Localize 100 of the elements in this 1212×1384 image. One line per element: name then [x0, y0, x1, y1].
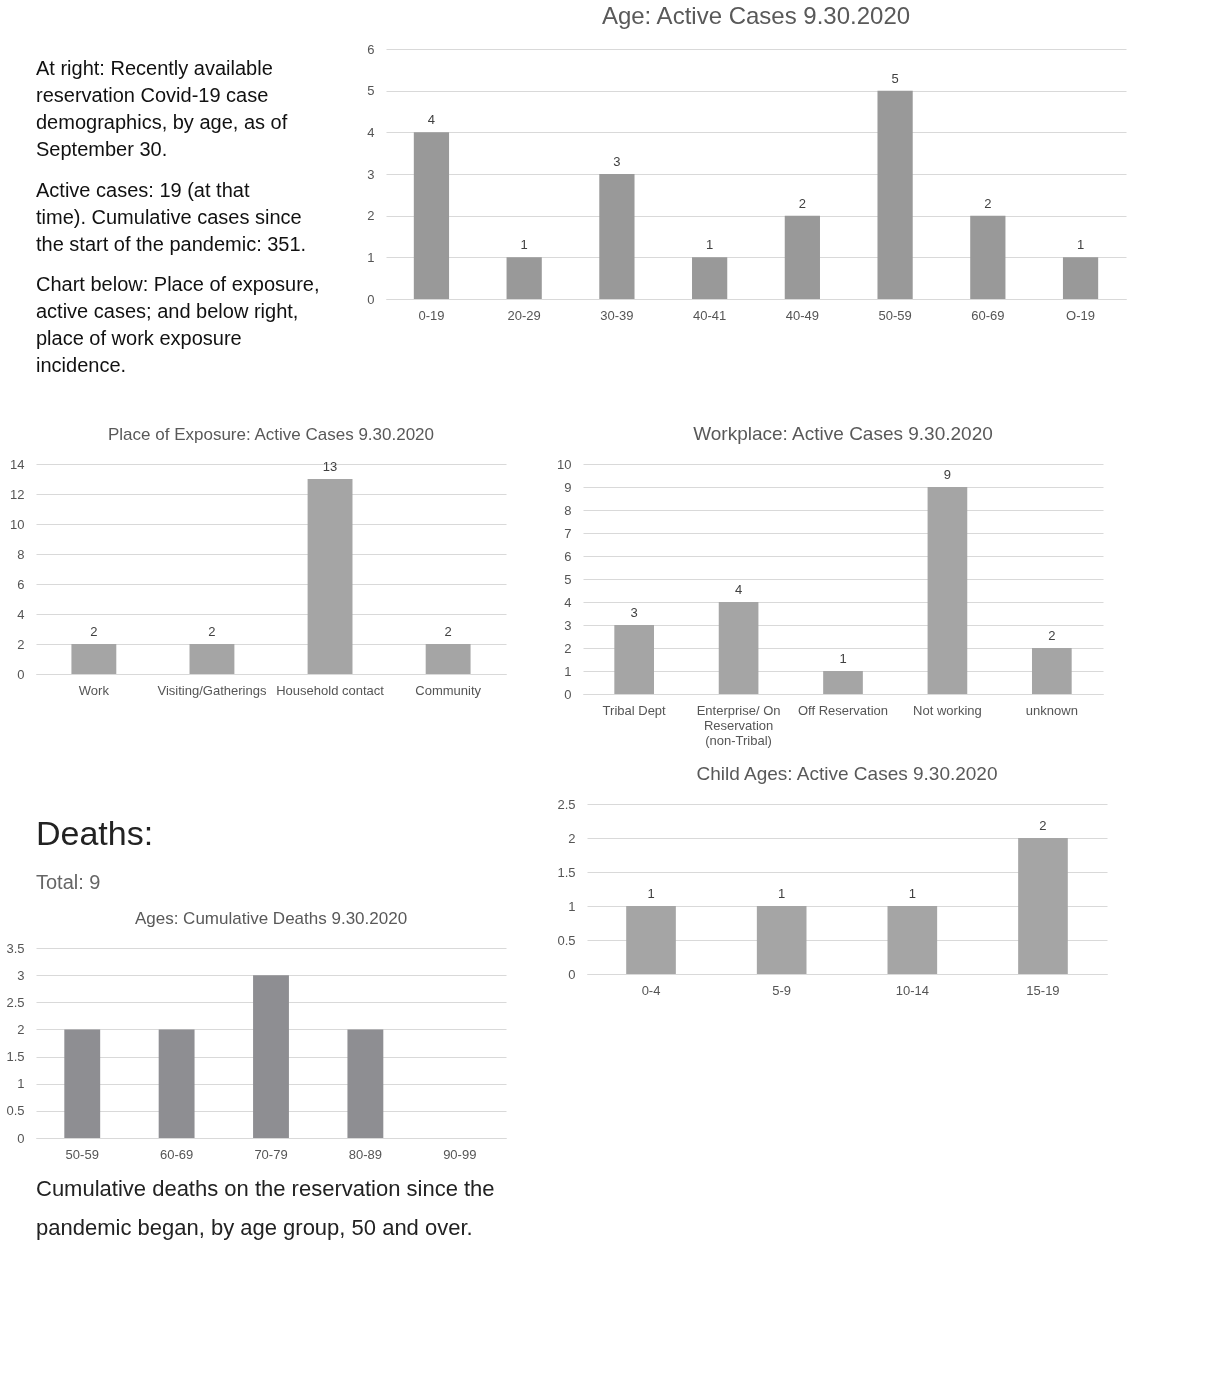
y-tick-label: 0.5 [6, 1103, 25, 1119]
data-label: 2 [984, 195, 992, 211]
y-tick-label: 12 [10, 486, 25, 502]
text: Deaths: [36, 813, 154, 852]
y-tick-label: 3 [367, 166, 375, 182]
data-label: 2 [90, 624, 98, 639]
x-tick-label: 80-89 [348, 1146, 382, 1162]
x-tick-label: 40-41 [693, 307, 727, 323]
chart-title: Child Ages: Active Cases 9.30.2020 [696, 763, 998, 784]
x-tick-label: Household contact [276, 682, 385, 698]
x-tick-label: Tribal Dept [602, 702, 667, 718]
x-tick-label: 10-14 [895, 982, 929, 998]
x-tick-label: 30-39 [600, 307, 634, 323]
y-tick-label: 1 [367, 249, 375, 265]
x-tick-label: Work [78, 682, 110, 698]
bar [784, 215, 820, 299]
y-tick-label: 6 [564, 548, 572, 564]
chart-title: Workplace: Active Cases 9.30.2020 [693, 423, 993, 444]
bar [970, 215, 1006, 299]
bar [692, 257, 728, 299]
y-tick-label: 3 [564, 617, 572, 633]
x-tick-label: unknown [1025, 702, 1078, 718]
data-label: 1 [908, 886, 916, 901]
y-tick-label: 1 [564, 663, 572, 679]
data-label: 1 [520, 237, 528, 253]
bar [413, 132, 450, 299]
data-label: 1 [839, 651, 847, 666]
y-tick-label: 2.5 [557, 796, 576, 812]
x-tick-label: Community [415, 682, 482, 698]
x-tick-label: 50-59 [65, 1146, 99, 1162]
data-label: 4 [427, 112, 436, 128]
y-tick-label: 0 [367, 291, 375, 307]
y-tick-label: 5 [367, 83, 375, 99]
chart-title: Ages: Cumulative Deaths 9.30.2020 [134, 909, 408, 928]
y-tick-label: 2.5 [6, 994, 25, 1010]
y-tick-label: 8 [564, 502, 572, 518]
y-tick-label: 4 [367, 124, 375, 140]
data-label: 9 [943, 467, 952, 482]
chart-title: Age: Active Cases 9.30.2020 [601, 2, 911, 29]
x-tick-label: 50-59 [878, 307, 912, 323]
data-label: 1 [1076, 237, 1085, 253]
x-tick-label: 0-4 [641, 982, 661, 998]
bar [614, 625, 654, 694]
y-tick-label: 2 [564, 640, 572, 656]
x-tick-label: Enterprise/ On Reservation (non-Tribal) [696, 702, 781, 748]
y-tick-label: 6 [17, 576, 25, 592]
text: At right: Recently available reservation Covid-19 case demographics, by age, as of September 30. [36, 57, 288, 160]
y-tick-label: 4 [564, 594, 572, 610]
y-tick-label: 2 [568, 830, 576, 846]
y-tick-label: 1 [17, 1076, 25, 1092]
bar [1032, 648, 1072, 694]
bar [506, 257, 542, 299]
y-tick-label: 0 [568, 966, 576, 982]
bar [1062, 257, 1099, 299]
y-tick-label: 14 [10, 456, 25, 472]
y-tick-label: 2 [17, 636, 25, 652]
bar [599, 174, 635, 299]
x-tick-label: 40-49 [785, 307, 819, 323]
y-tick-label: 8 [17, 546, 25, 562]
x-tick-label: 60-69 [160, 1146, 194, 1162]
x-tick-label: Not working [913, 702, 982, 718]
y-tick-label: 1 [568, 898, 576, 914]
text: Chart below: Place of exposure, active cases; and below right, place of work exposure incidence. [36, 273, 320, 376]
x-tick-label: O-19 [1066, 307, 1096, 323]
data-label: 1 [647, 886, 655, 901]
y-tick-label: 7 [564, 525, 572, 541]
data-label: 4 [734, 582, 743, 597]
data-label: 3 [630, 605, 638, 620]
y-tick-label: 3.5 [6, 940, 25, 956]
bar [823, 671, 863, 694]
x-tick-label: 5-9 [772, 982, 792, 998]
text: Active cases: 19 (at that time). Cumulative cases since the start of the pandemic: 351. [36, 178, 307, 255]
x-tick-label: Visiting/Gatherings [157, 682, 267, 698]
data-label: 2 [444, 624, 452, 639]
x-tick-label: 20-29 [507, 307, 541, 323]
y-tick-label: 1.5 [557, 864, 576, 880]
y-tick-label: 6 [367, 41, 375, 57]
y-tick-label: 3 [17, 967, 25, 983]
y-tick-label: 0 [564, 686, 572, 702]
data-label: 13 [322, 459, 338, 474]
bar [718, 602, 759, 694]
y-tick-label: 2 [367, 208, 375, 224]
data-label: 2 [208, 624, 216, 639]
y-tick-label: 4 [17, 606, 25, 622]
y-tick-label: 0 [17, 1130, 25, 1146]
y-tick-label: 2 [17, 1021, 25, 1037]
bar [927, 487, 968, 694]
text: Total: 9 [36, 871, 101, 894]
data-label: 2 [798, 195, 806, 211]
y-tick-label: 0.5 [557, 932, 576, 948]
y-tick-label: 1.5 [6, 1049, 25, 1065]
data-label: 3 [613, 154, 621, 169]
text: Cumulative deaths on the reservation since the pandemic began, by age group, 50 and over. [36, 1175, 495, 1241]
x-tick-label: 60-69 [971, 307, 1005, 323]
x-tick-label: 90-99 [443, 1146, 477, 1162]
y-tick-label: 9 [564, 479, 572, 495]
y-tick-label: 5 [564, 571, 572, 587]
x-tick-label: 70-79 [254, 1146, 288, 1162]
y-tick-label: 10 [557, 456, 572, 472]
x-tick-label: 0-19 [418, 307, 445, 323]
